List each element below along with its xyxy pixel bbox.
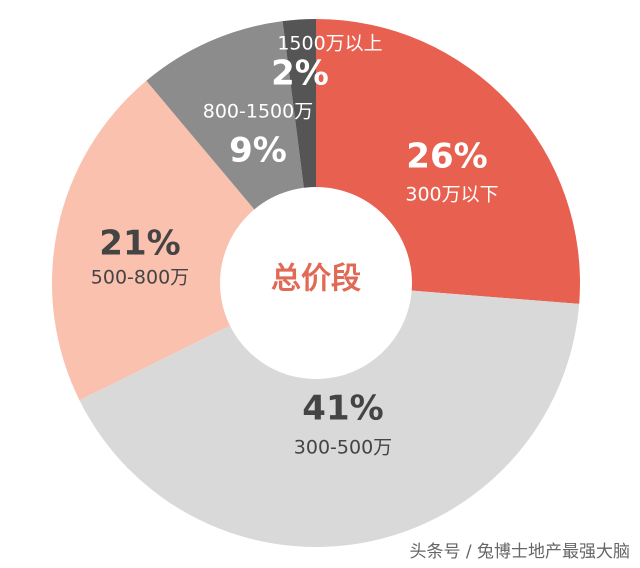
value-label: 9% xyxy=(229,131,287,171)
value-label: 21% xyxy=(99,224,180,264)
center-label: 总价段 xyxy=(271,262,361,297)
category-label: 300万以下 xyxy=(405,184,498,206)
value-label: 26% xyxy=(406,137,487,177)
value-label: 2% xyxy=(271,54,329,94)
donut-hole xyxy=(220,187,412,379)
category-label: 800-1500万 xyxy=(203,101,313,123)
slice xyxy=(79,283,580,548)
slice xyxy=(51,80,316,401)
category-label: 300-500万 xyxy=(294,437,392,459)
value-label: 41% xyxy=(302,389,383,429)
category-label: 500-800万 xyxy=(91,267,189,289)
category-label: 1500万以上 xyxy=(277,33,382,55)
watermark: 头条号 / 兔博士地产最强大脑 xyxy=(409,542,630,562)
